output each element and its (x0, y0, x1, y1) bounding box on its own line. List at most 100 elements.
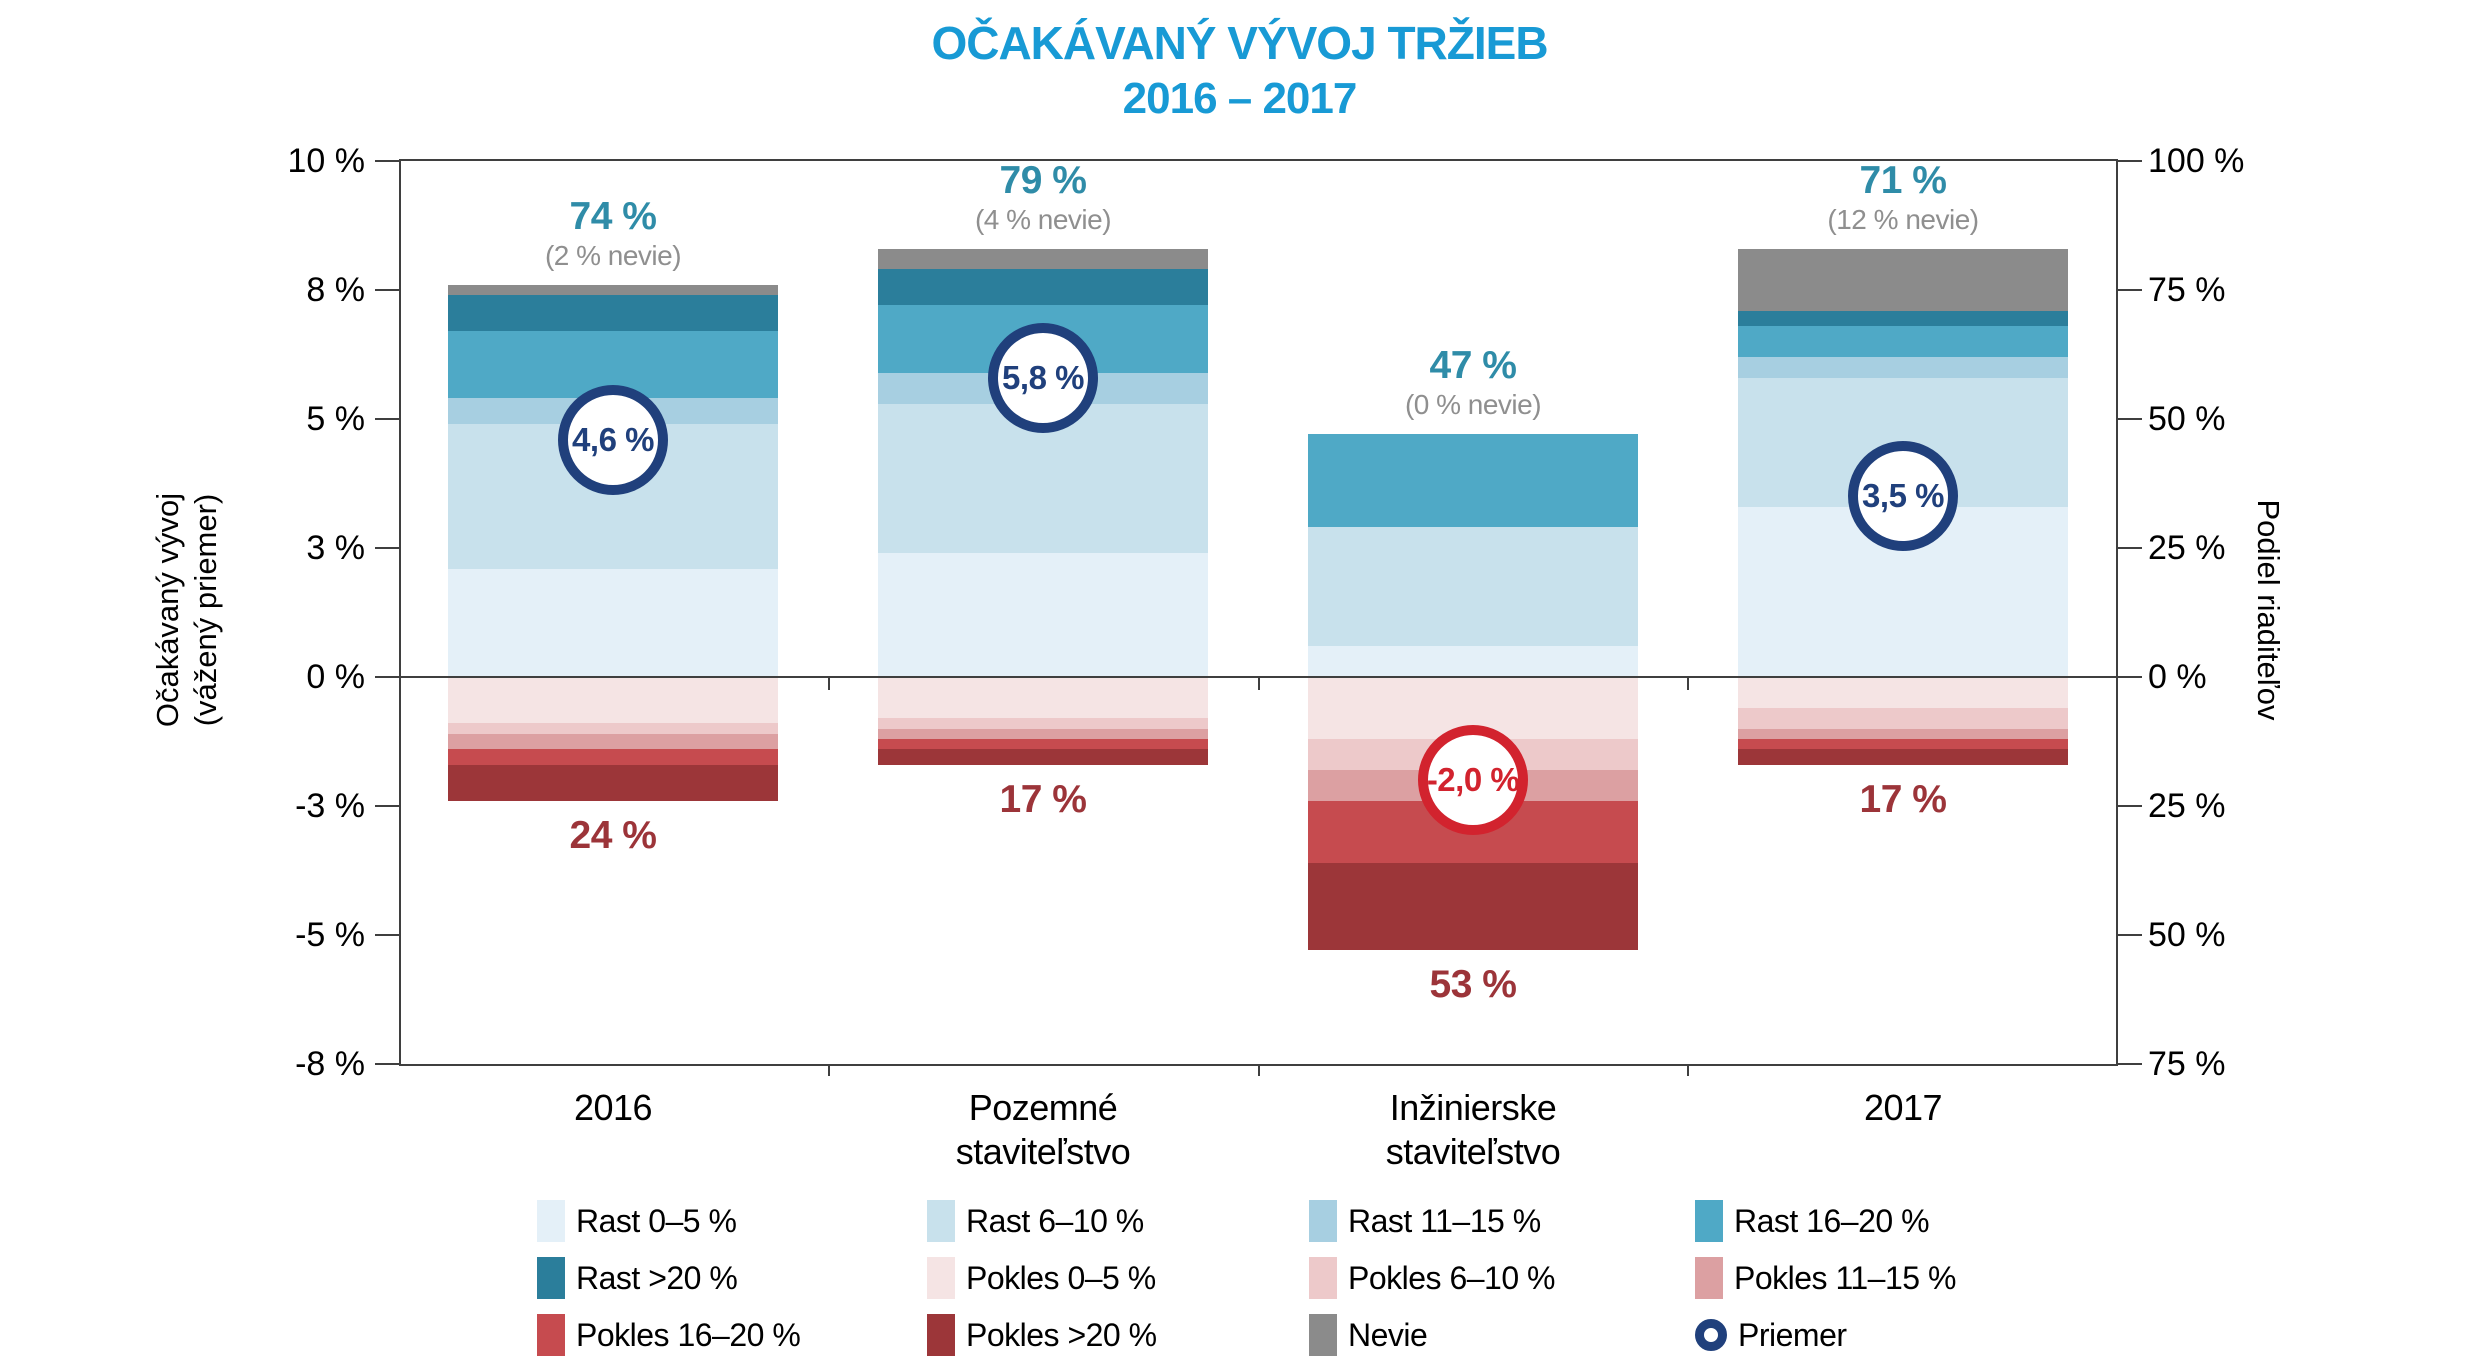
right-axis-tick-label: 50 % (2148, 400, 2226, 438)
decline-total-label: 24 % (569, 813, 657, 857)
nevie-note-label: (2 % nevie) (544, 239, 682, 271)
bar-segment-rast1620 (1308, 434, 1638, 528)
category-label: 2017 (1678, 1086, 2128, 1130)
right-axis-tick (2118, 1063, 2142, 1065)
legend-swatch (927, 1257, 955, 1299)
chart-title-line2: 2016 – 2017 (1122, 74, 1358, 123)
bar-segment-rast05 (878, 553, 1208, 677)
left-axis-tick-label: -8 % (295, 1045, 365, 1083)
legend-swatch (537, 1257, 565, 1299)
left-axis-tick-label: 10 % (287, 142, 366, 180)
left-axis-tick (375, 1063, 399, 1065)
category-label-line: 2016 (573, 1087, 653, 1128)
bar-segment-pokles05 (1738, 677, 2068, 708)
right-axis-tick (2118, 547, 2142, 549)
bar-segment-nevie (1738, 248, 2068, 311)
right-axis-tick-label: 50 % (2148, 916, 2226, 954)
left-axis-tick-label: -5 % (295, 916, 365, 954)
category-boundary-tick (1257, 1064, 1260, 1076)
category-boundary-tick (827, 1064, 830, 1076)
left-axis-tick (375, 547, 399, 549)
right-axis-tick (2118, 805, 2142, 807)
right-axis-tick (2118, 418, 2142, 420)
growth-annotation: 79 % (4 % nevie) (878, 159, 1208, 237)
legend-swatch (927, 1314, 955, 1356)
category-boundary-tick (827, 676, 830, 690)
bar-segment-pokles610 (448, 723, 778, 734)
chart-title-line1: OČAKÁVANÝ VÝVOJ TRŽIEB (931, 17, 1548, 69)
bar-segment-pokles05 (878, 677, 1208, 719)
category-boundary-tick (1257, 676, 1260, 690)
bar-segment-rast20plus (878, 269, 1208, 306)
growth-total-label: 74 % (569, 194, 657, 238)
right-axis-tick-label: 75 % (2148, 1045, 2226, 1083)
bar-segment-pokles1620 (878, 738, 1208, 750)
legend-item: Priemer (1695, 1312, 1847, 1358)
average-circle: 4,6 % (558, 384, 668, 495)
category-label: Inžinierske staviteľstvo (1248, 1086, 1698, 1174)
legend-item: Pokles >20 % (927, 1312, 1157, 1358)
bar-segment-pokles1115 (878, 728, 1208, 739)
bar-segment-nevie (448, 284, 778, 296)
legend-label: Pokles 11–15 % (1734, 1260, 1956, 1296)
left-axis-tick-label: 0 % (306, 658, 365, 696)
bar-segment-pokles1115 (1738, 728, 2068, 739)
legend-label: Rast 6–10 % (966, 1203, 1144, 1239)
growth-total-label: 47 % (1429, 344, 1517, 388)
left-axis-tick-label: 8 % (306, 271, 365, 309)
growth-annotation: 74 % (2 % nevie) (448, 195, 778, 273)
nevie-note-label: (0 % nevie) (1404, 389, 1542, 421)
right-axis-tick (2118, 934, 2142, 936)
right-axis-tick (2118, 289, 2142, 291)
bar-segment-rast610 (1308, 527, 1638, 647)
bar-segment-rast05 (448, 568, 778, 677)
right-axis-tick (2118, 160, 2142, 162)
legend-label: Pokles 0–5 % (966, 1260, 1156, 1296)
bar-segment-nevie (878, 248, 1208, 270)
legend-item: Rast >20 % (537, 1255, 738, 1301)
bar-segment-pokles1620 (1738, 738, 2068, 750)
category-label-line: staviteľstvo (1385, 1131, 1561, 1172)
growth-annotation: 71 % (12 % nevie) (1738, 159, 2068, 237)
legend-label: Rast 11–15 % (1348, 1203, 1541, 1239)
bar-segment-pokles05 (448, 677, 778, 724)
left-axis-tick (375, 676, 399, 678)
bar-segment-pokles610 (878, 718, 1208, 729)
left-axis-tick-label: -3 % (295, 787, 365, 825)
bar-segment-rast1115 (1738, 357, 2068, 378)
right-axis-tick-label: 0 % (2148, 658, 2207, 696)
right-axis-tick-label: 100 % (2148, 142, 2245, 180)
priemer-ring-icon (1695, 1319, 1727, 1351)
legend-item: Pokles 0–5 % (927, 1255, 1156, 1301)
legend-label: Rast 16–20 % (1734, 1203, 1930, 1239)
legend-item: Rast 11–15 % (1309, 1198, 1541, 1244)
bar-segment-pokles20plus (1738, 749, 2068, 765)
legend-label: Nevie (1348, 1317, 1428, 1353)
left-axis-tick-label: 5 % (306, 400, 365, 438)
category-label-line: 2017 (1863, 1087, 1943, 1128)
legend-swatch (927, 1200, 955, 1242)
legend-item: Rast 16–20 % (1695, 1198, 1930, 1244)
category-boundary-tick (1687, 676, 1690, 690)
legend-label: Pokles 6–10 % (1348, 1260, 1555, 1296)
bar-segment-rast20plus (1738, 310, 2068, 327)
legend-label: Pokles >20 % (966, 1317, 1157, 1353)
legend-swatch (1309, 1314, 1337, 1356)
category-label: 2016 (388, 1086, 838, 1130)
category-label: Pozemné staviteľstvo (818, 1086, 1268, 1174)
legend-label: Rast >20 % (576, 1260, 738, 1296)
decline-total-label: 17 % (1859, 777, 1947, 821)
right-axis-tick-label: 75 % (2148, 271, 2226, 309)
growth-total-label: 79 % (999, 158, 1087, 202)
right-axis-tick-label: 25 % (2148, 787, 2226, 825)
category-boundary-tick (1687, 1064, 1690, 1076)
legend-label: Rast 0–5 % (576, 1203, 737, 1239)
left-axis-tick (375, 934, 399, 936)
left-axis-title-line1: Očakávaný vývoj (150, 492, 185, 728)
left-axis-tick (375, 289, 399, 291)
legend-swatch (1309, 1257, 1337, 1299)
left-axis-tick (375, 805, 399, 807)
nevie-note-label: (12 % nevie) (1827, 203, 1979, 235)
legend-item: Nevie (1309, 1312, 1428, 1358)
bar-segment-rast05 (1308, 646, 1638, 677)
